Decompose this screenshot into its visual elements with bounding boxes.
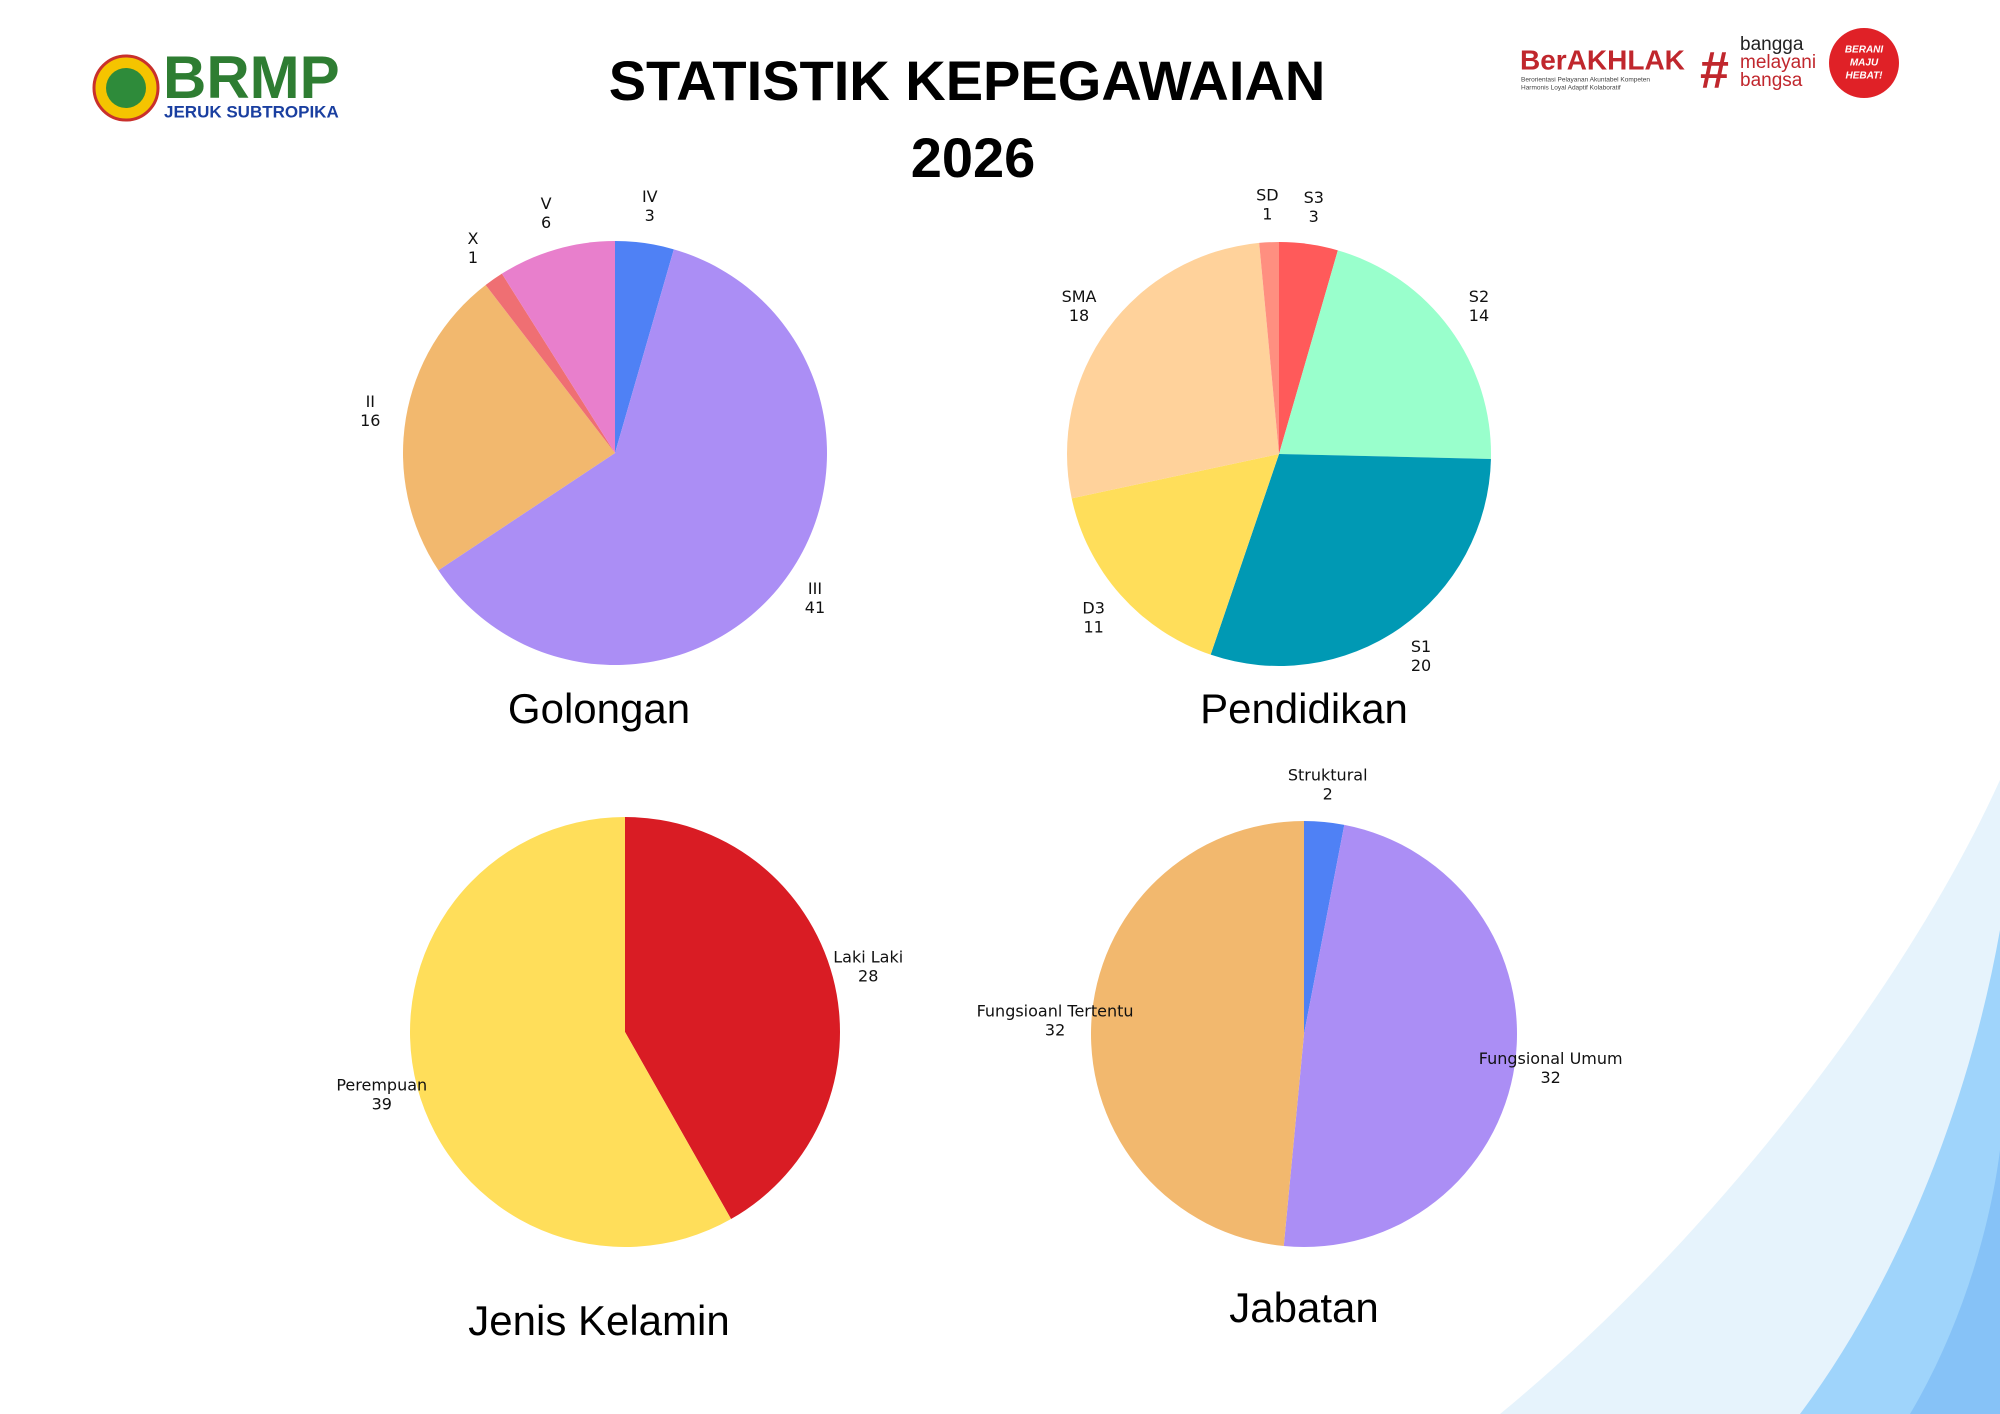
logo-hashtag: bangga	[1740, 34, 1804, 55]
slice-label: Laki Laki	[833, 947, 903, 966]
logo-name: BerAKHLAK	[1520, 44, 1685, 75]
slice-label: SMA	[1062, 287, 1097, 306]
logo-hashtag: melayani	[1740, 52, 1816, 73]
slice-value: 16	[360, 411, 380, 430]
slice-label: D3	[1082, 598, 1105, 617]
chart-title: Jabatan	[1229, 1284, 1378, 1331]
logo-right: BerAKHLAK Berorientasi Pelayanan Akuntab…	[1520, 28, 1899, 100]
background-wave	[1800, 930, 2000, 1414]
slice-label: Fungsional Umum	[1479, 1049, 1623, 1068]
slice-value: 3	[645, 206, 655, 225]
slice-value: 2	[1323, 784, 1333, 803]
slice-label: Fungsioanl Tertentu	[977, 1002, 1134, 1021]
pie-slice	[1279, 242, 1338, 454]
slice-label: S1	[1411, 637, 1431, 656]
slice-label: Struktural	[1288, 765, 1368, 784]
slice-value: 28	[858, 966, 878, 985]
slice-label: SD	[1256, 186, 1278, 205]
logo-badge-text: HEBAT!	[1845, 71, 1883, 82]
slice-value: 1	[468, 248, 478, 267]
pie-slice	[1067, 242, 1279, 499]
pie-slice	[438, 249, 828, 665]
page-title: STATISTIK KEPEGAWAIAN	[609, 49, 1326, 112]
slice-label: III	[808, 579, 822, 598]
slice-label: V	[541, 194, 552, 213]
pie-slice	[1304, 821, 1345, 1034]
pie-slice	[410, 817, 732, 1247]
chart-title: Jenis Kelamin	[468, 1297, 729, 1344]
slice-value: 11	[1083, 617, 1103, 636]
pie-slice	[1071, 454, 1279, 655]
pie-slice	[1279, 250, 1491, 459]
slice-label: Perempuan	[336, 1076, 427, 1095]
pie-slice	[501, 241, 615, 453]
logo-badge-text: MAJU	[1850, 58, 1879, 69]
pie-slice	[485, 273, 615, 453]
slice-value: 32	[1045, 1021, 1065, 1040]
pie-slice	[1283, 824, 1518, 1248]
logo-hash: #	[1700, 42, 1729, 100]
pie-slice	[1091, 821, 1304, 1247]
logo-tagline: Harmonis Loyal Adaptif Kolaboratif	[1521, 85, 1621, 92]
logo-badge	[1829, 28, 1899, 98]
slice-label: S3	[1304, 188, 1324, 207]
pie-slice	[402, 285, 615, 571]
slice-value: 3	[1309, 207, 1319, 226]
slice-value: 41	[805, 598, 825, 617]
slice-value: 1	[1262, 205, 1272, 224]
pie-slice	[1259, 242, 1279, 454]
logo-badge-text: BERANI	[1845, 45, 1884, 56]
logo-tagline: Berorientasi Pelayanan Akuntabel Kompete…	[1521, 77, 1650, 84]
slice-label: IV	[642, 187, 658, 206]
slice-value: 18	[1069, 306, 1089, 325]
pie-slice	[615, 241, 674, 453]
background-wave	[1910, 1150, 2000, 1414]
slice-value: 20	[1411, 656, 1431, 675]
logo-name: BRMP	[163, 44, 340, 111]
slice-value: 39	[372, 1095, 392, 1114]
page-title: 2026	[911, 126, 1036, 189]
logo-left: BRMP JERUK SUBTROPIKA	[92, 44, 340, 122]
chart-title: Pendidikan	[1200, 685, 1408, 732]
logo-emblem-inner	[106, 68, 146, 108]
slice-value: 14	[1469, 306, 1489, 325]
logo-hashtag: bangsa	[1740, 70, 1803, 91]
background-wave	[1500, 780, 2000, 1414]
chart-title: Golongan	[508, 685, 690, 732]
slice-label: II	[366, 392, 375, 411]
slice-value: 6	[541, 213, 551, 232]
slice-label: X	[468, 229, 479, 248]
slice-label: S2	[1469, 287, 1489, 306]
logo-subtitle: JERUK SUBTROPIKA	[164, 102, 339, 121]
pie-slice	[625, 817, 841, 1220]
slice-value: 32	[1540, 1068, 1560, 1087]
pie-slice	[1210, 454, 1491, 666]
